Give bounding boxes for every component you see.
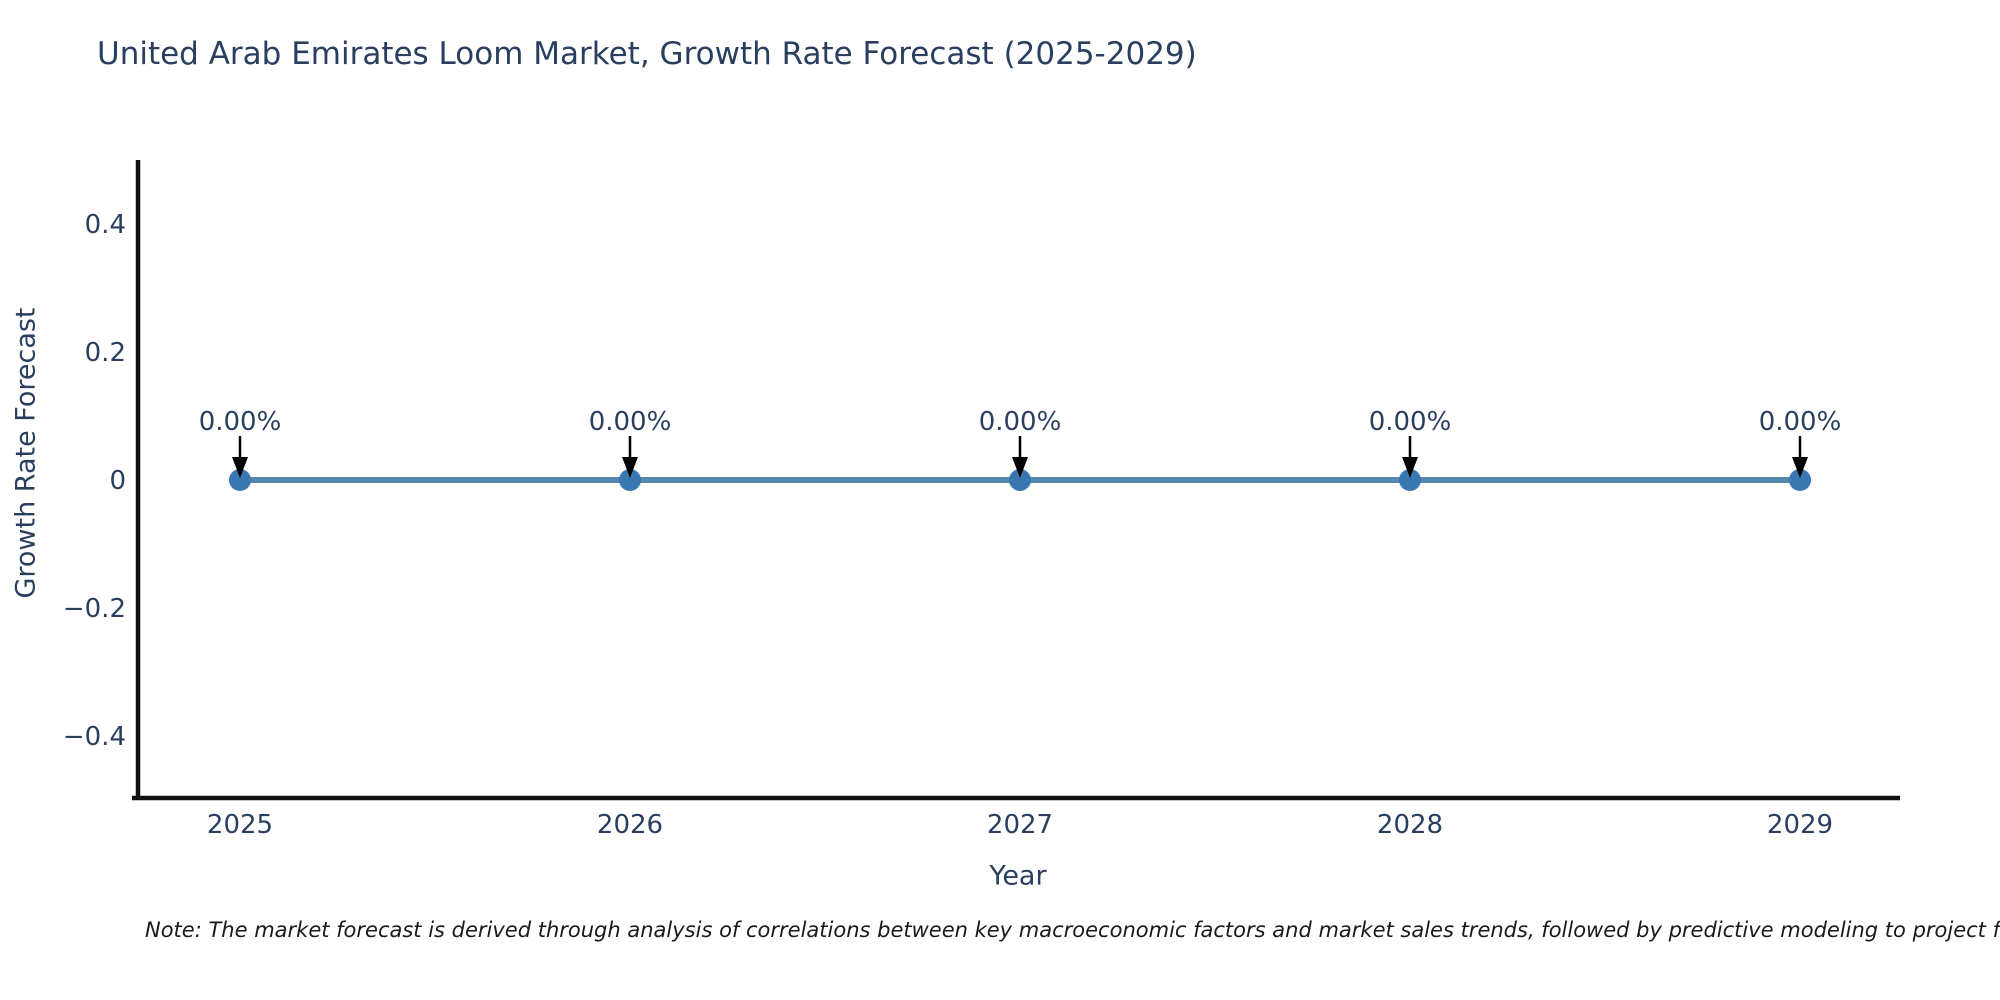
- x-axis-title: Year: [989, 860, 1047, 892]
- y-tick-label: −0.4: [63, 722, 126, 752]
- annotation-label: 0.00%: [1369, 407, 1452, 437]
- annotation-arrowhead-icon: [232, 457, 248, 478]
- annotation-label: 0.00%: [1759, 407, 1842, 437]
- x-tick-label: 2029: [1767, 810, 1833, 840]
- footnote: Note: The market forecast is derived thr…: [145, 918, 2000, 942]
- chart-title: United Arab Emirates Loom Market, Growth…: [97, 36, 1197, 72]
- annotation-arrowhead-icon: [1792, 457, 1808, 478]
- y-tick-label: 0: [109, 466, 126, 496]
- data-point-marker: [229, 469, 251, 491]
- data-point-marker: [1399, 469, 1421, 491]
- annotation-arrowhead-icon: [1402, 457, 1418, 478]
- annotation-label: 0.00%: [589, 407, 672, 437]
- data-point-marker: [1789, 469, 1811, 491]
- annotation-arrowhead-icon: [622, 457, 638, 478]
- annotation-arrowhead-icon: [1012, 457, 1028, 478]
- x-tick-label: 2026: [597, 810, 663, 840]
- y-tick-label: 0.4: [85, 210, 126, 240]
- y-tick-label: 0.2: [85, 338, 126, 368]
- y-tick-label: −0.2: [63, 594, 126, 624]
- annotation-label: 0.00%: [199, 407, 282, 437]
- data-point-marker: [619, 469, 641, 491]
- x-tick-label: 2025: [207, 810, 273, 840]
- x-tick-label: 2028: [1377, 810, 1443, 840]
- x-tick-label: 2027: [987, 810, 1053, 840]
- data-point-marker: [1009, 469, 1031, 491]
- annotation-label: 0.00%: [979, 407, 1062, 437]
